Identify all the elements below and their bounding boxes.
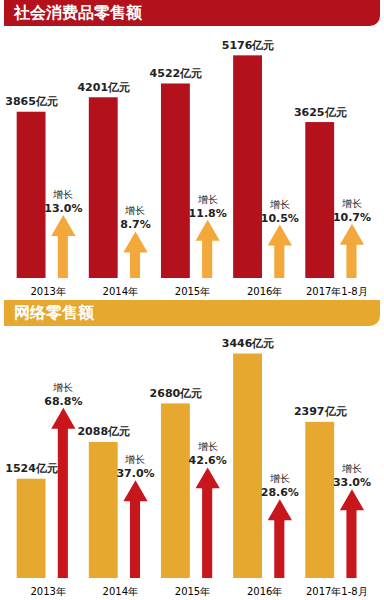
- svg-text:4201亿元: 4201亿元: [77, 81, 130, 94]
- svg-text:28.6%: 28.6%: [261, 486, 299, 499]
- svg-text:2013年: 2013年: [30, 286, 65, 297]
- svg-text:2015年: 2015年: [175, 586, 210, 597]
- svg-text:68.8%: 68.8%: [44, 395, 82, 408]
- svg-text:4522亿元: 4522亿元: [150, 67, 203, 80]
- svg-text:8.7%: 8.7%: [120, 218, 151, 231]
- svg-text:增长: 增长: [124, 205, 145, 216]
- svg-text:2014年: 2014年: [103, 586, 138, 597]
- svg-text:10.7%: 10.7%: [333, 211, 371, 224]
- html-text:社会消费品零售额: 社会消费品零售额: [14, 3, 142, 22]
- svg-text:1524亿元: 1524亿元: [5, 462, 58, 475]
- svg-text:2088亿元: 2088亿元: [77, 425, 130, 438]
- svg-text:2013年: 2013年: [30, 586, 65, 597]
- svg-text:2397亿元: 2397亿元: [294, 405, 347, 418]
- svg-text:37.0%: 37.0%: [116, 467, 154, 480]
- svg-text:2016年: 2016年: [247, 286, 282, 297]
- svg-text:33.0%: 33.0%: [333, 476, 371, 489]
- svg-text:13.0%: 13.0%: [44, 202, 82, 215]
- svg-text:3865亿元: 3865亿元: [5, 95, 58, 108]
- html-text:网络零售额: 网络零售额: [14, 303, 94, 322]
- svg-text:3625亿元: 3625亿元: [294, 106, 347, 119]
- svg-text:2017年1-8月: 2017年1-8月: [306, 586, 368, 597]
- svg-text:2017年1-8月: 2017年1-8月: [306, 286, 368, 297]
- svg-text:2015年: 2015年: [175, 286, 210, 297]
- svg-text:2016年: 2016年: [247, 586, 282, 597]
- svg-text:5176亿元: 5176亿元: [222, 39, 275, 52]
- svg-text:增长: 增长: [341, 198, 362, 209]
- svg-text:增长: 增长: [52, 382, 73, 393]
- svg-text:42.6%: 42.6%: [189, 454, 227, 467]
- svg-text:2014年: 2014年: [103, 286, 138, 297]
- svg-text:3446亿元: 3446亿元: [222, 337, 275, 350]
- svg-text:增长: 增长: [341, 463, 362, 474]
- svg-text:增长: 增长: [269, 473, 290, 484]
- svg-text:增长: 增长: [197, 194, 218, 205]
- svg-text:增长: 增长: [269, 199, 290, 210]
- svg-text:10.5%: 10.5%: [261, 212, 299, 225]
- svg-text:增长: 增长: [52, 189, 73, 200]
- svg-text:增长: 增长: [197, 441, 218, 452]
- svg-text:增长: 增长: [124, 454, 145, 465]
- svg-text:11.8%: 11.8%: [189, 207, 227, 220]
- svg-text:2680亿元: 2680亿元: [150, 387, 203, 400]
